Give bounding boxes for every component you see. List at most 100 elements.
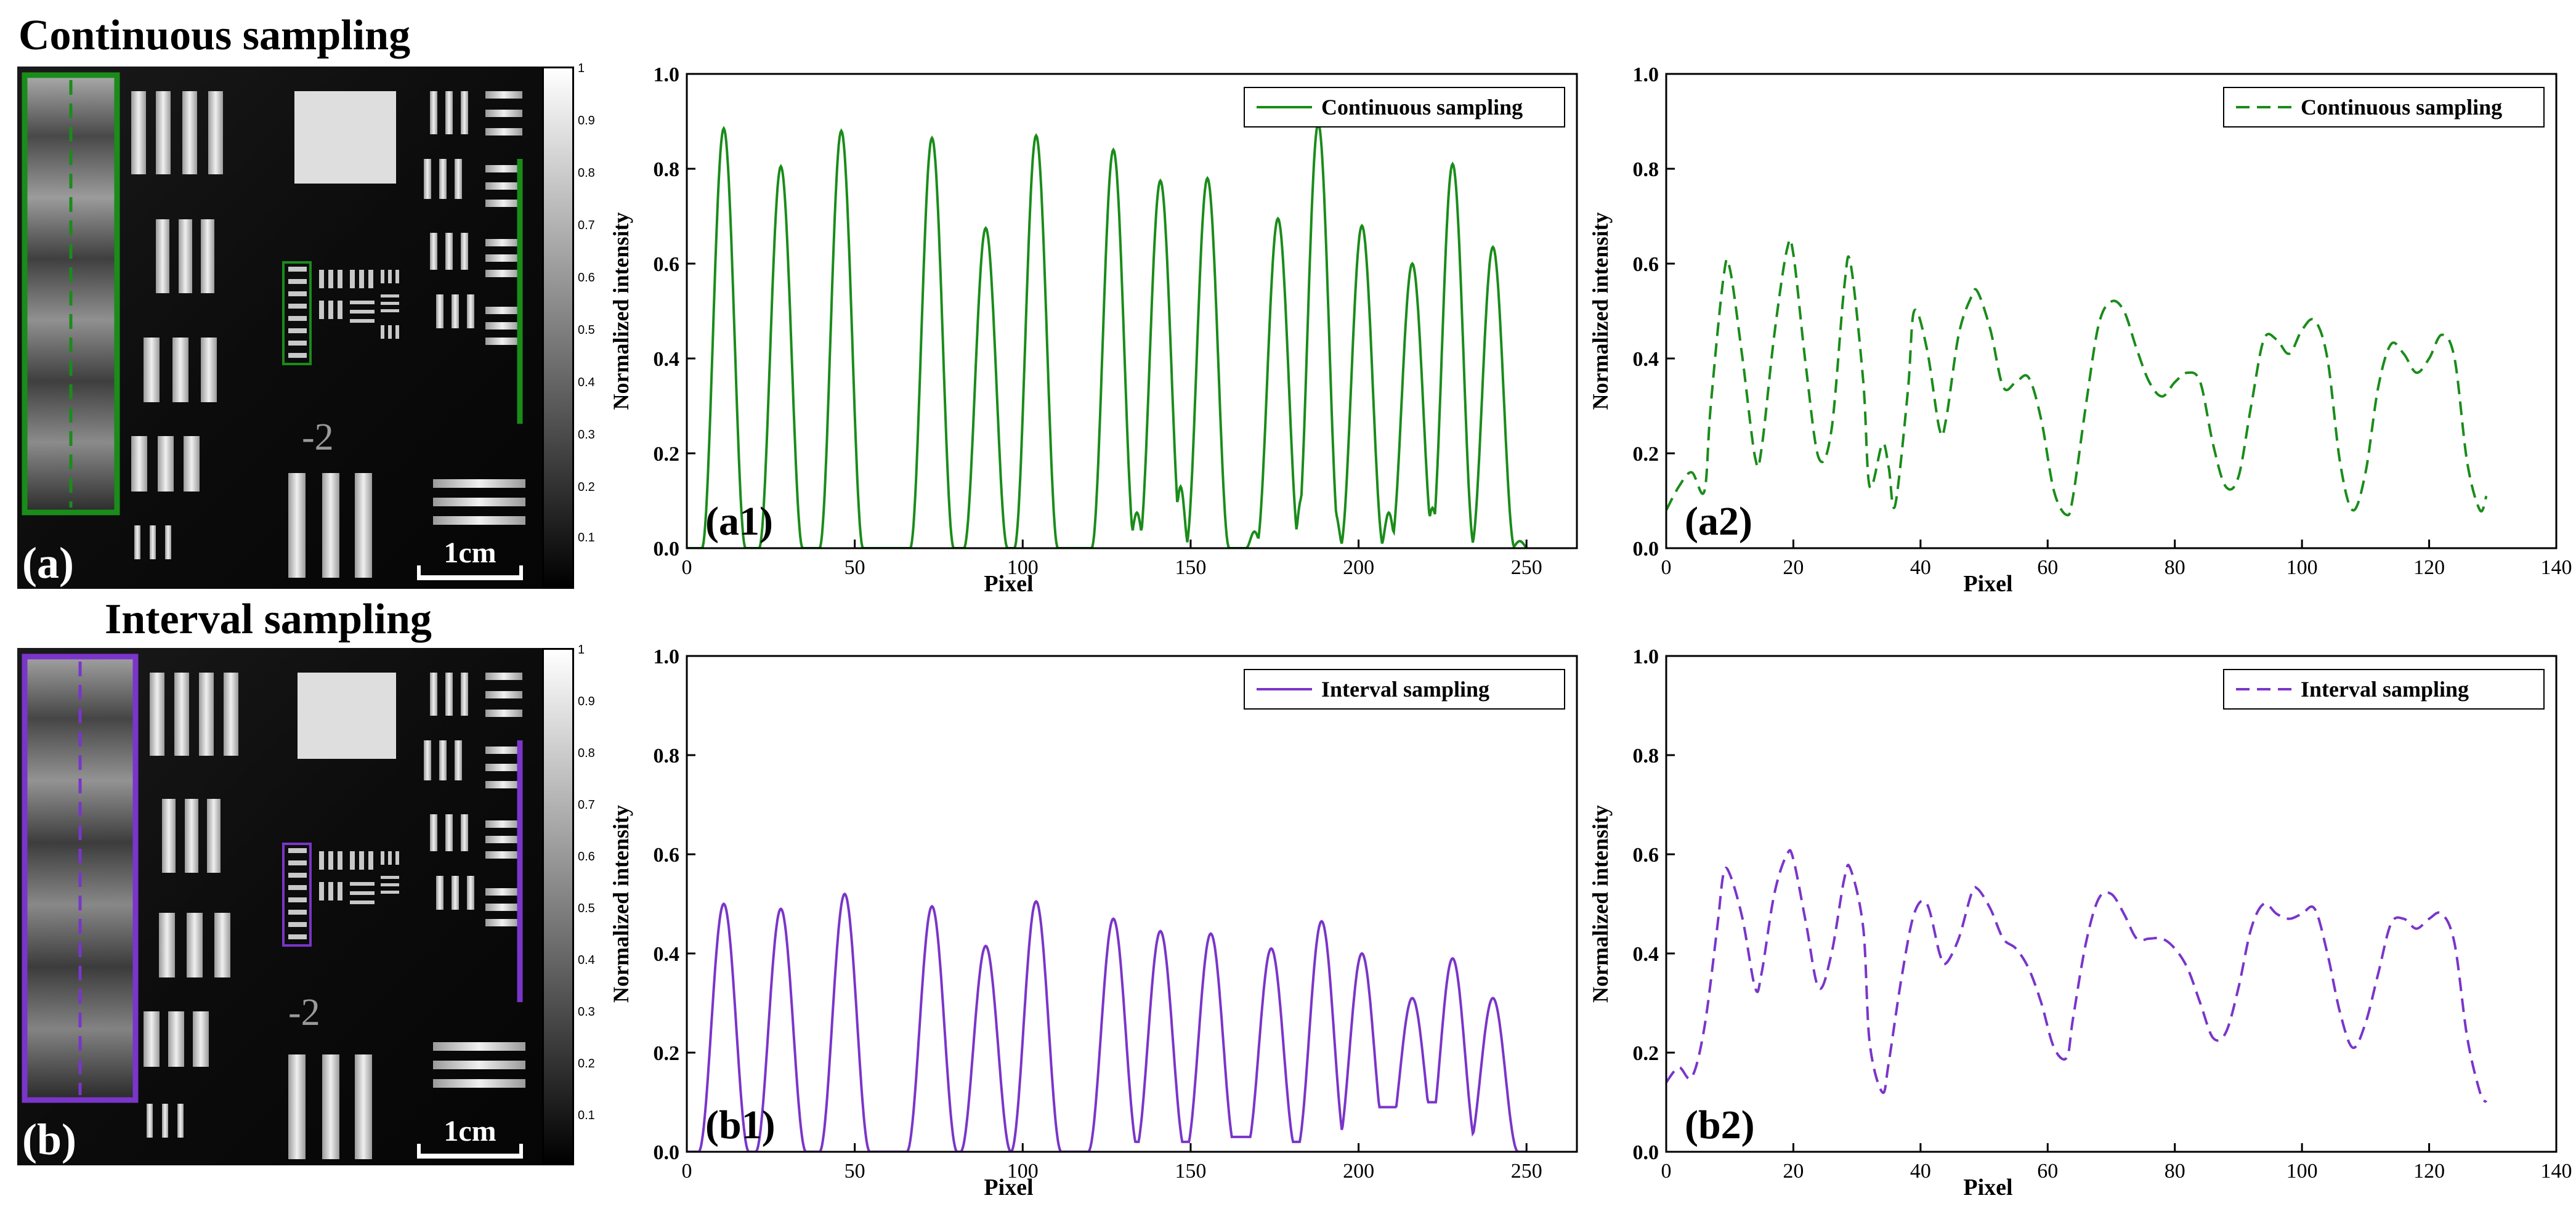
scale-bar-label-a: 1cm [444,536,496,569]
cbar-tick: 0.1 [578,531,595,544]
cbar-tick: 1 [578,643,585,657]
y-tick-label: 0.2 [654,1042,680,1065]
zoom-box-a [22,72,120,516]
y-tick-label: 1.0 [654,645,680,668]
y-tick-label: 0.6 [654,253,680,276]
x-tick-label: 0 [1661,556,1672,579]
x-axis-label: Pixel [984,1175,1033,1200]
x-tick-label: 0 [682,1160,692,1183]
x-tick-label: 50 [844,556,865,579]
target-label-b: -2 [288,992,320,1034]
x-tick-label: 140 [2541,556,2572,579]
plot-frame [1665,73,2558,549]
scale-bar-label-b: 1cm [444,1115,496,1147]
x-tick-label: 100 [1007,1160,1039,1183]
y-tick-label: 0.4 [1633,943,1659,966]
chart-b1: 0.0 0.2 0.4 0.6 0.8 1.0 0 50 100 150 200 250 Pixel No… [610,645,1578,1200]
legend-label: Interval sampling [1321,677,1489,702]
y-tick-label: 1.0 [1633,645,1659,668]
x-tick-label: 50 [844,1160,865,1183]
legend-box [2223,669,2545,710]
y-tick-label: 0.0 [654,1141,680,1164]
series-line [1666,849,2488,1103]
panel-label: (a2) [1685,499,1752,544]
x-tick-label: 80 [2165,1160,2185,1183]
x-axis-label: Pixel [1963,571,2012,597]
panel-label-a: (a) [22,538,74,588]
x-tick-label: 140 [2541,1160,2572,1183]
y-tick-label: 0.8 [1633,745,1659,767]
target-image-a-svg: -2 1cm (a) [17,67,544,589]
panel-label: (a1) [705,499,773,544]
title-interval-sampling: Interval sampling [105,596,432,643]
x-tick-label: 40 [1910,556,1931,579]
cbar-tick: 0.3 [578,1005,595,1019]
cbar-tick: 0.9 [578,114,595,127]
cbar-tick: 0.7 [578,798,595,812]
y-tick-label: 0.6 [1633,253,1659,276]
cbar-tick: 0.3 [578,428,595,442]
y-tick-label: 0.8 [654,158,680,181]
x-tick-label: 250 [1511,1160,1542,1183]
series-line [687,121,1528,548]
y-axis-label: Normalized intensity [1589,212,1613,410]
y-axis-label: Normalized intensity [610,212,633,410]
y-tick-label: 0.2 [1633,443,1659,466]
x-tick-label: 80 [2165,556,2185,579]
x-tick-label: 60 [2037,1160,2058,1183]
x-tick-label: 100 [2286,556,2318,579]
x-tick-label: 120 [2413,1160,2445,1183]
x-tick-label: 20 [1783,556,1804,579]
panel-label-b: (b) [22,1115,76,1164]
legend-label: Continuous sampling [2301,95,2502,119]
series-line [1666,238,2488,517]
cbar-tick: 0.6 [578,850,595,864]
x-tick-label: 20 [1783,1160,1804,1183]
x-tick-label: 120 [2413,556,2445,579]
y-tick-label: 0.2 [1633,1042,1659,1065]
x-tick-label: 150 [1175,1160,1206,1183]
plot-frame [686,73,1578,549]
target-label-a: -2 [302,416,334,458]
y-tick-label: 0.4 [654,348,680,371]
panel-label: (b2) [1685,1103,1755,1147]
y-tick-label: 0.2 [654,443,680,466]
resolution-bars-a [131,91,525,578]
cbar-tick: 1 [578,62,585,75]
chart-b2: 0.0 0.2 0.4 0.6 0.8 1.0 0 20 40 60 80 100 120 140 Pixe… [1589,645,2572,1200]
y-axis-label: Normalized intensity [610,805,633,1003]
y-tick-label: 0.0 [1633,538,1659,560]
colorbar-b [542,648,574,1165]
y-tick-label: 0.4 [654,943,680,966]
x-axis-label: Pixel [984,571,1033,597]
target-image-a: -2 1cm (a) [17,67,544,589]
small-group-b [288,848,399,939]
legend-label: Continuous sampling [1321,95,1523,119]
legend-label: Interval sampling [2301,677,2469,702]
y-tick-label: 0.6 [1633,844,1659,867]
y-tick-label: 0.8 [1633,158,1659,181]
square-patch-a [294,91,396,184]
legend-box [2223,87,2545,127]
small-box-b [282,843,312,947]
x-tick-label: 200 [1343,556,1374,579]
y-tick-label: 0.0 [654,538,680,560]
x-tick-label: 0 [682,556,692,579]
x-tick-label: 150 [1175,556,1206,579]
title-continuous-sampling: Continuous sampling [18,12,411,59]
small-box-a [282,261,312,365]
x-tick-label: 250 [1511,556,1542,579]
square-patch-b [298,673,396,759]
x-axis-label: Pixel [1963,1175,2012,1200]
cbar-tick: 0.6 [578,271,595,285]
plot-frame [686,655,1578,1153]
resolution-bars-b [144,673,525,1159]
cbar-tick: 0.4 [578,376,595,389]
y-tick-label: 0.6 [654,844,680,867]
cbar-tick: 0.8 [578,166,595,180]
target-image-b: -2 1cm (b) [17,648,544,1165]
target-image-b-svg: -2 1cm (b) [17,648,544,1165]
x-tick-label: 0 [1661,1160,1672,1183]
panel-label: (b1) [705,1103,776,1147]
cbar-tick: 0.5 [578,323,595,337]
